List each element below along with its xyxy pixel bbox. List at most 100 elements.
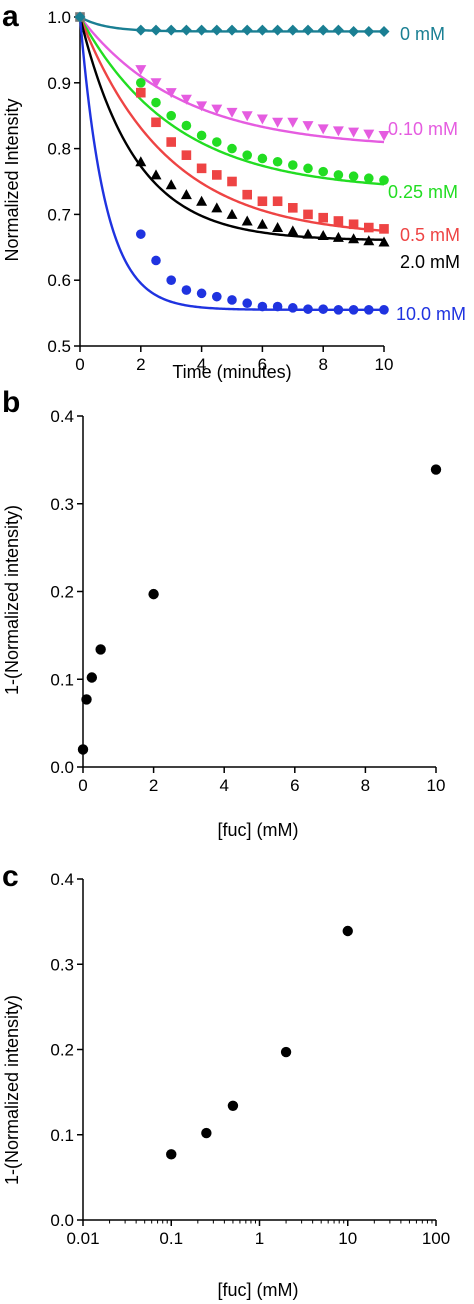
data-point-series-2 bbox=[288, 160, 298, 170]
panel-a-y-tick-label: 1.0 bbox=[47, 8, 71, 27]
series-label-0-25mm: 0.25 mM bbox=[388, 182, 458, 202]
panel-c-x-tick-label: 0.01 bbox=[66, 1229, 99, 1248]
data-point-series-2 bbox=[303, 163, 313, 174]
panel-a-x-axis-label: Time (minutes) bbox=[172, 362, 291, 382]
panel-b-markers bbox=[77, 464, 442, 755]
data-point-series-1 bbox=[348, 127, 360, 138]
data-point-series-5 bbox=[303, 304, 313, 314]
panel-a-x-tick-label: 4 bbox=[197, 355, 206, 374]
panel-b-x-tick-label: 10 bbox=[427, 776, 446, 795]
data-point-series-3 bbox=[212, 170, 222, 180]
panel-a-x-tick-label: 10 bbox=[375, 355, 394, 374]
panel-b-data-point bbox=[81, 694, 92, 705]
panel-a-label: a bbox=[2, 0, 19, 33]
data-point-series-1 bbox=[165, 88, 177, 99]
data-point-series-3 bbox=[242, 189, 252, 200]
panel-c-data-point bbox=[280, 1046, 292, 1058]
data-point-series-0 bbox=[348, 25, 360, 37]
data-point-series-5 bbox=[364, 305, 374, 315]
data-point-series-4 bbox=[226, 208, 238, 219]
data-point-series-3 bbox=[318, 212, 328, 223]
data-point-series-4 bbox=[150, 169, 162, 180]
data-point-series-1 bbox=[226, 107, 238, 118]
panel-b-x-tick-label: 0 bbox=[78, 776, 87, 795]
panel-a-fit-curves bbox=[78, 15, 385, 312]
data-point-series-0 bbox=[287, 24, 299, 36]
fit-curve-series-4 bbox=[78, 16, 385, 242]
panel-b: b 0 2 4 6 8 10 0.0 0.1 0.2 0.3 0.4 [fuc] (mM) 1-(N… bbox=[2, 386, 445, 840]
panel-c-x-axis-label: [fuc] (mM) bbox=[218, 1280, 299, 1300]
data-point-series-0 bbox=[256, 24, 268, 36]
panel-a-x-tick-label: 0 bbox=[75, 355, 84, 374]
series-label-0-10mm: 0.10 mM bbox=[388, 119, 458, 139]
data-point-series-4 bbox=[332, 231, 344, 242]
data-point-series-2 bbox=[196, 130, 207, 141]
data-point-series-2 bbox=[348, 171, 359, 182]
data-point-series-5 bbox=[333, 305, 344, 315]
data-point-series-3 bbox=[151, 117, 161, 128]
fit-curve-series-3 bbox=[78, 16, 385, 232]
data-point-series-4 bbox=[211, 202, 223, 213]
panel-c-x-tick-label: 0.1 bbox=[159, 1229, 183, 1248]
data-point-series-1 bbox=[332, 126, 344, 137]
data-point-series-3 bbox=[196, 163, 207, 174]
data-point-series-4 bbox=[196, 195, 208, 206]
data-point-series-1 bbox=[211, 104, 223, 115]
data-point-series-2 bbox=[227, 143, 237, 154]
panel-c-data-point bbox=[201, 1127, 212, 1139]
panel-b-y-tick-label: 0.1 bbox=[50, 670, 74, 689]
data-point-series-2 bbox=[166, 110, 176, 121]
panel-b-x-tick-label: 4 bbox=[219, 776, 228, 795]
data-point-series-3 bbox=[364, 222, 374, 233]
data-point-series-0 bbox=[226, 24, 238, 36]
data-point-series-5 bbox=[257, 301, 268, 312]
data-point-series-1 bbox=[272, 117, 284, 128]
panel-c: c 0.01 0.1 1 10 100 0.0 0.1 0.2 0.3 0.4 [fuc] (mM… bbox=[2, 860, 450, 1300]
data-point-series-0 bbox=[165, 24, 177, 36]
fit-curve-series-5 bbox=[78, 16, 384, 312]
panel-a-x-tick-label: 8 bbox=[318, 355, 327, 374]
data-point-series-0 bbox=[272, 24, 284, 36]
panel-c-y-axis-label: 1-(Normalized intensity) bbox=[2, 995, 22, 1185]
panel-b-data-point bbox=[430, 464, 442, 475]
panel-c-y-tick-label: 0.3 bbox=[50, 955, 74, 974]
panel-b-data-point bbox=[148, 588, 159, 600]
data-point-series-1 bbox=[241, 111, 253, 122]
data-point-series-4 bbox=[287, 225, 299, 236]
series-label-2-0mm: 2.0 mM bbox=[400, 252, 460, 272]
data-point-series-1 bbox=[150, 78, 162, 89]
panel-a-y-tick-label: 0.9 bbox=[47, 74, 71, 93]
data-point-series-2 bbox=[379, 175, 389, 185]
panel-b-x-tick-label: 6 bbox=[290, 776, 299, 795]
panel-b-label: b bbox=[2, 386, 20, 419]
data-point-series-3 bbox=[288, 203, 298, 213]
panel-a-markers bbox=[74, 11, 390, 315]
data-point-series-2 bbox=[257, 153, 268, 164]
data-point-series-3 bbox=[257, 196, 268, 207]
fit-curve-series-1 bbox=[79, 16, 385, 144]
data-point-series-0 bbox=[302, 24, 314, 36]
panel-b-data-point bbox=[86, 672, 98, 683]
data-point-series-0 bbox=[180, 24, 192, 36]
data-point-series-4 bbox=[378, 236, 390, 247]
data-point-series-1 bbox=[135, 65, 147, 76]
panel-c-data-point bbox=[166, 1149, 177, 1160]
data-point-series-2 bbox=[136, 78, 146, 88]
panel-c-x-tick-label: 100 bbox=[422, 1229, 450, 1248]
data-point-series-5 bbox=[318, 304, 329, 314]
data-point-series-4 bbox=[272, 222, 284, 233]
panel-b-y-tick-label: 0.4 bbox=[50, 407, 74, 426]
data-point-series-2 bbox=[272, 156, 283, 167]
data-point-series-3 bbox=[333, 216, 344, 226]
panel-b-x-tick-label: 8 bbox=[361, 776, 370, 795]
panel-c-data-point bbox=[342, 925, 353, 937]
panel-a-axes: 0 2 4 6 8 10 0.5 0.6 0.7 0.8 0.9 1.0 bbox=[47, 8, 393, 374]
panel-b-y-tick-label: 0.0 bbox=[50, 758, 74, 777]
panel-b-axes: 0 2 4 6 8 10 0.0 0.1 0.2 0.3 0.4 bbox=[50, 407, 445, 795]
panel-c-label: c bbox=[2, 860, 19, 893]
data-point-series-4 bbox=[135, 156, 147, 167]
panel-a-y-tick-label: 0.6 bbox=[47, 271, 71, 290]
data-point-series-4 bbox=[363, 235, 375, 246]
panel-b-x-tick-label: 2 bbox=[149, 776, 158, 795]
panel-a-y-tick-label: 0.5 bbox=[47, 337, 71, 356]
